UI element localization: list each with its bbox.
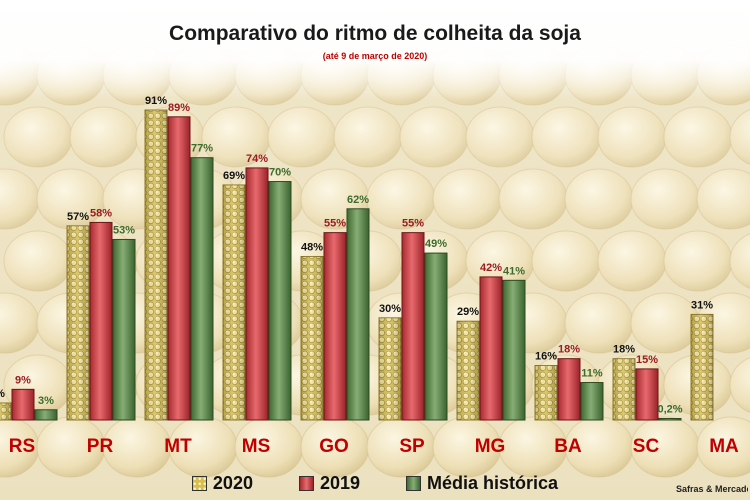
value-label-ba-m-dia-hist-rica: 11%	[581, 368, 603, 380]
bar-ba-m-dia-hist-rica	[580, 382, 604, 421]
bar-rs-m-dia-hist-rica	[34, 409, 58, 421]
value-label-ms-2019: 74%	[246, 153, 268, 165]
legend-label-media-historica: Média histórica	[427, 472, 559, 493]
value-label-sp-2019: 55%	[402, 218, 424, 230]
bar-ms-2019	[245, 167, 269, 421]
bar-shade-mt-2020	[145, 110, 167, 420]
bar-pr-2019	[89, 221, 113, 421]
value-label-mt-m-dia-hist-rica: 77%	[191, 143, 213, 155]
category-label-mt: MT	[164, 436, 192, 457]
category-label-ma: MA	[709, 436, 739, 457]
value-label-pr-m-dia-hist-rica: 53%	[113, 224, 135, 236]
bar-sp-2019	[401, 232, 425, 421]
bar-go-2019	[323, 232, 347, 421]
value-label-ms-2020: 69%	[223, 170, 245, 182]
bar-shade-rs-2020	[0, 402, 11, 420]
bar-mt-2019	[167, 116, 191, 421]
value-label-mg-m-dia-hist-rica: 41%	[503, 265, 525, 277]
value-label-ma-2020: 31%	[691, 299, 713, 311]
category-label-sc: SC	[633, 436, 660, 457]
bar-go-m-dia-hist-rica	[346, 208, 370, 421]
bar-shade-ba-2020	[535, 365, 557, 420]
bar-sp-m-dia-hist-rica	[424, 252, 448, 421]
value-label-pr-2019: 58%	[90, 207, 112, 219]
bar-sc-2019	[635, 368, 659, 421]
value-label-go-2019: 55%	[324, 218, 346, 230]
value-label-sp-2020: 30%	[379, 303, 401, 315]
bar-shade-sp-2020	[379, 317, 401, 420]
bar-ba-2019	[557, 358, 581, 421]
value-label-rs-m-dia-hist-rica: 3%	[38, 395, 54, 407]
category-label-pr: PR	[87, 436, 114, 457]
bar-shade-ma-2020	[691, 314, 713, 420]
chart-subtitle: (até 9 de março de 2020)	[322, 51, 428, 61]
category-label-mg: MG	[475, 436, 506, 457]
bar-shade-ms-2020	[223, 184, 245, 420]
value-label-sc-2020: 18%	[613, 344, 635, 356]
value-label-mt-2020: 91%	[145, 95, 167, 107]
value-label-ba-2019: 18%	[558, 344, 580, 356]
category-label-ba: BA	[554, 436, 582, 457]
bar-mt-m-dia-hist-rica	[190, 157, 214, 421]
bar-rs-2019	[11, 388, 35, 421]
bar-mg-m-dia-hist-rica	[502, 279, 526, 421]
value-label-go-2020: 48%	[301, 241, 323, 253]
bar-shade-pr-2020	[67, 225, 89, 420]
bar-shade-go-2020	[301, 256, 323, 420]
value-label-mt-2019: 89%	[168, 102, 190, 114]
bar-ms-m-dia-hist-rica	[268, 181, 292, 421]
value-label-sc-2019: 15%	[636, 354, 658, 366]
value-label-mg-2019: 42%	[480, 262, 502, 274]
category-label-ms: MS	[242, 436, 271, 457]
legend-label-2020: 2020	[212, 472, 253, 493]
bar-shade-sc-2020	[613, 358, 635, 420]
value-label-pr-2020: 57%	[67, 211, 89, 223]
value-label-rs-2020: %	[0, 388, 5, 400]
source-credit: Safras & Mercado	[676, 484, 748, 494]
value-label-sc-m-dia-hist-rica: 0,2%	[657, 404, 682, 416]
legend-swatch-2019	[298, 475, 314, 491]
value-label-ms-m-dia-hist-rica: 70%	[269, 167, 291, 179]
legend-swatch-media-historica	[406, 475, 422, 491]
category-label-go: GO	[319, 436, 349, 457]
value-label-rs-2019: 9%	[15, 374, 31, 386]
category-label-rs: RS	[9, 436, 35, 457]
bar-sc-m-dia-hist-rica	[658, 418, 682, 421]
legend-swatch-2020	[191, 475, 207, 491]
category-label-sp: SP	[399, 436, 425, 457]
legend-item-media-historica: Média histórica	[406, 473, 558, 494]
chart-title: Comparativo do ritmo de colheita da soja	[169, 22, 581, 45]
bar-mg-2019	[479, 276, 503, 421]
legend-label-2019: 2019	[319, 472, 361, 493]
value-label-go-m-dia-hist-rica: 62%	[347, 194, 369, 206]
legend-item-2020: 2020	[191, 472, 253, 494]
bar-pr-m-dia-hist-rica	[112, 238, 136, 421]
value-label-ba-2020: 16%	[535, 350, 557, 362]
value-label-mg-2020: 29%	[457, 306, 479, 318]
chart-legend: 2020 2019 Média histórica	[0, 470, 750, 496]
value-label-sp-m-dia-hist-rica: 49%	[425, 238, 447, 250]
legend-item-2019: 2019	[298, 472, 361, 494]
bar-shade-mg-2020	[457, 321, 479, 420]
